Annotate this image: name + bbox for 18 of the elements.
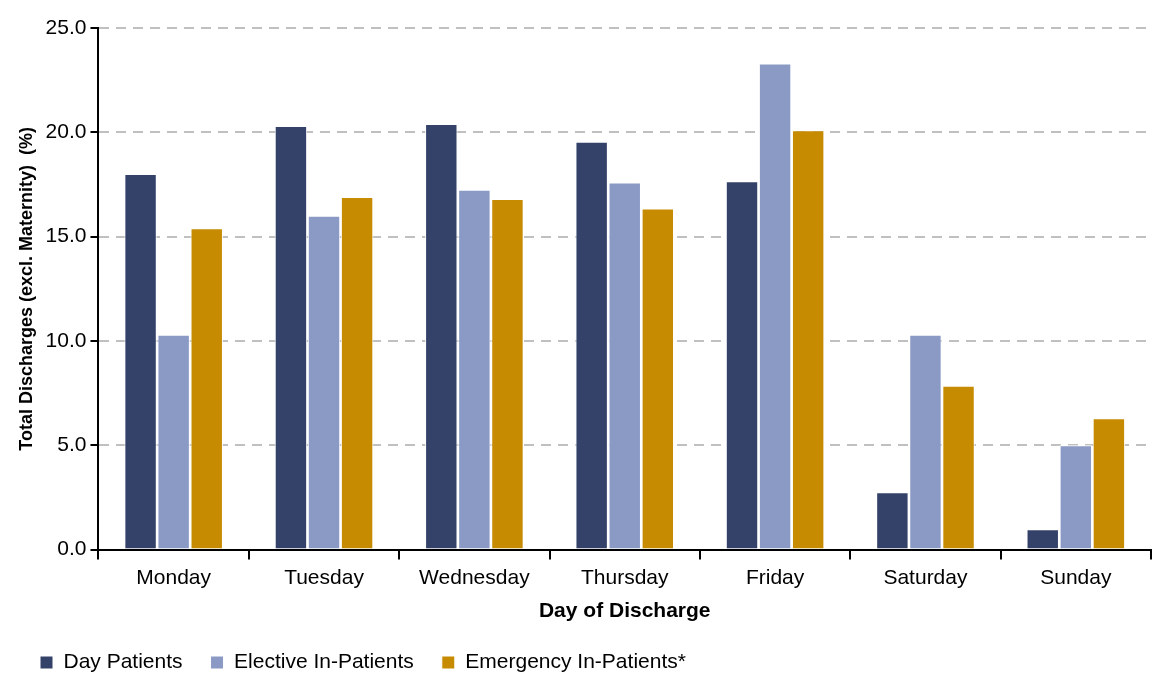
y-tick-label: 0.0	[57, 536, 87, 560]
legend-label: Day Patients	[63, 649, 183, 673]
x-tick-label: Thursday	[580, 565, 669, 588]
x-tick-label: Sunday	[1040, 565, 1112, 588]
x-tick-label: Saturday	[883, 565, 968, 588]
y-axis-title: Total Discharges (excl. Maternity) (%)	[15, 126, 36, 451]
y-tick-label: 25.0	[45, 14, 87, 38]
legend-label: Emergency In-Patients*	[465, 649, 686, 673]
x-tick-label: Tuesday	[284, 565, 365, 588]
y-tick-label: 15.0	[45, 223, 87, 247]
y-tick-label: 10.0	[45, 327, 87, 351]
x-tick-label: Monday	[136, 565, 212, 588]
x-tick-label: Friday	[745, 565, 805, 588]
y-tick-label: 20.0	[45, 119, 87, 143]
y-tick-label: 5.0	[57, 432, 87, 456]
x-tick-label: Wednesday	[419, 565, 531, 588]
legend-label: Elective In-Patients	[234, 649, 414, 673]
x-axis-title: Day of Discharge	[538, 598, 711, 622]
